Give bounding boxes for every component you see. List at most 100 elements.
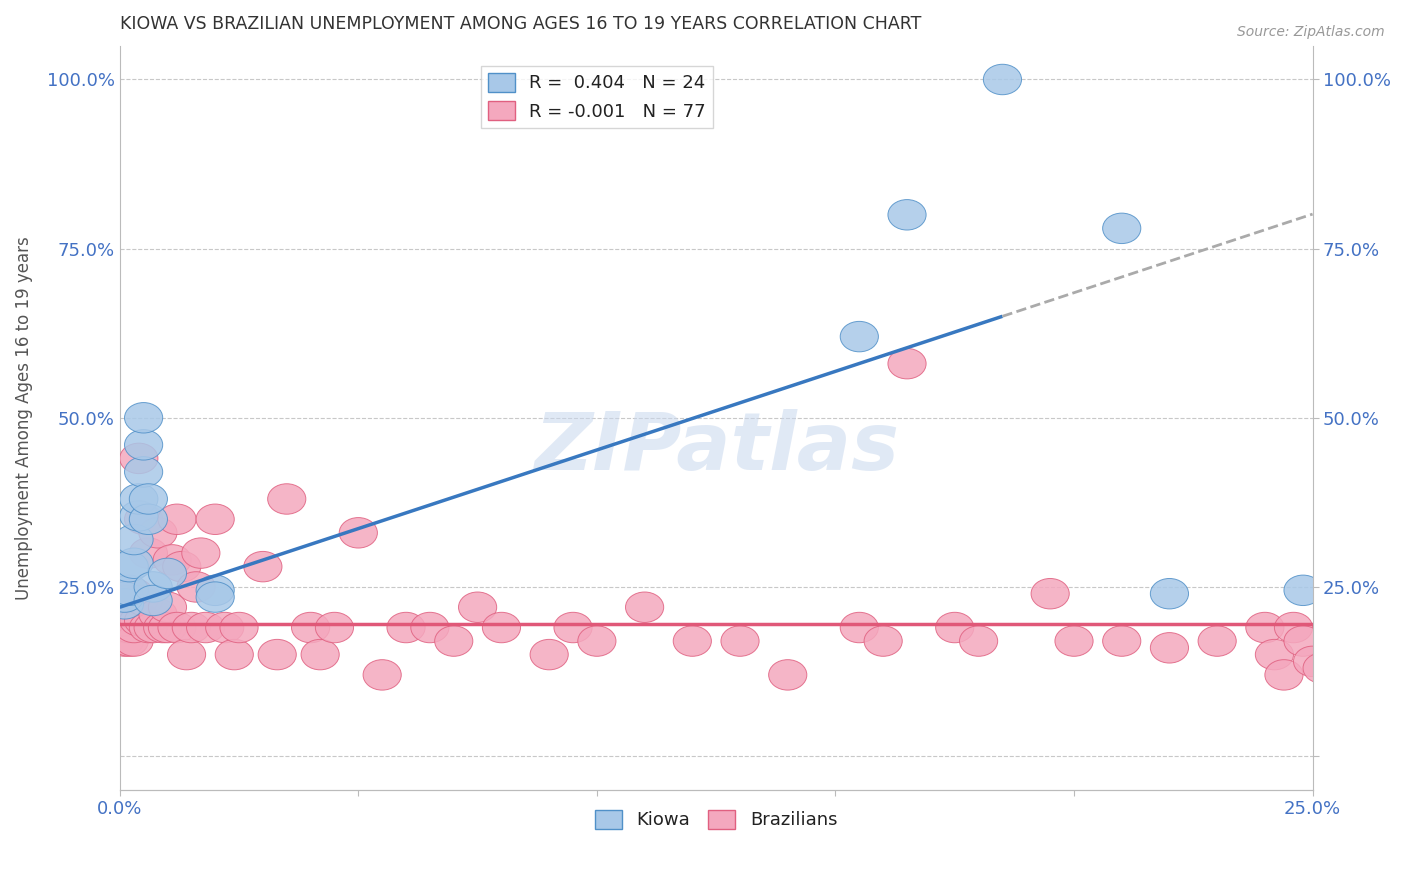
Ellipse shape xyxy=(157,612,195,643)
Ellipse shape xyxy=(110,599,149,629)
Text: KIOWA VS BRAZILIAN UNEMPLOYMENT AMONG AGES 16 TO 19 YEARS CORRELATION CHART: KIOWA VS BRAZILIAN UNEMPLOYMENT AMONG AG… xyxy=(120,15,921,33)
Ellipse shape xyxy=(167,640,205,670)
Ellipse shape xyxy=(1246,612,1284,643)
Ellipse shape xyxy=(769,660,807,690)
Ellipse shape xyxy=(530,640,568,670)
Ellipse shape xyxy=(120,443,157,474)
Ellipse shape xyxy=(105,612,143,643)
Ellipse shape xyxy=(1031,579,1069,609)
Ellipse shape xyxy=(1274,612,1313,643)
Ellipse shape xyxy=(129,483,167,514)
Ellipse shape xyxy=(983,64,1022,95)
Ellipse shape xyxy=(157,504,195,534)
Ellipse shape xyxy=(554,612,592,643)
Ellipse shape xyxy=(125,430,163,460)
Ellipse shape xyxy=(129,504,167,534)
Ellipse shape xyxy=(110,626,149,657)
Ellipse shape xyxy=(1303,653,1341,683)
Ellipse shape xyxy=(105,606,143,636)
Y-axis label: Unemployment Among Ages 16 to 19 years: Unemployment Among Ages 16 to 19 years xyxy=(15,235,32,599)
Ellipse shape xyxy=(243,551,283,582)
Ellipse shape xyxy=(110,575,149,606)
Ellipse shape xyxy=(149,558,187,589)
Ellipse shape xyxy=(841,321,879,351)
Ellipse shape xyxy=(889,200,927,230)
Ellipse shape xyxy=(115,548,153,579)
Ellipse shape xyxy=(267,483,307,514)
Ellipse shape xyxy=(1294,646,1331,677)
Ellipse shape xyxy=(1284,575,1322,606)
Ellipse shape xyxy=(177,572,215,602)
Ellipse shape xyxy=(626,592,664,623)
Ellipse shape xyxy=(205,612,243,643)
Ellipse shape xyxy=(195,575,235,606)
Ellipse shape xyxy=(1150,632,1188,663)
Ellipse shape xyxy=(105,589,143,619)
Ellipse shape xyxy=(105,626,143,657)
Ellipse shape xyxy=(110,612,149,643)
Ellipse shape xyxy=(120,585,157,615)
Ellipse shape xyxy=(129,538,167,568)
Ellipse shape xyxy=(1265,660,1303,690)
Ellipse shape xyxy=(149,612,187,643)
Ellipse shape xyxy=(105,582,143,612)
Text: Source: ZipAtlas.com: Source: ZipAtlas.com xyxy=(1237,25,1385,39)
Ellipse shape xyxy=(125,585,163,615)
Ellipse shape xyxy=(105,599,143,629)
Ellipse shape xyxy=(125,504,163,534)
Ellipse shape xyxy=(163,551,201,582)
Ellipse shape xyxy=(110,551,149,582)
Ellipse shape xyxy=(841,612,879,643)
Ellipse shape xyxy=(139,517,177,548)
Ellipse shape xyxy=(1150,579,1188,609)
Ellipse shape xyxy=(115,599,153,629)
Ellipse shape xyxy=(110,585,149,615)
Ellipse shape xyxy=(219,612,259,643)
Ellipse shape xyxy=(578,626,616,657)
Ellipse shape xyxy=(1054,626,1092,657)
Ellipse shape xyxy=(458,592,496,623)
Ellipse shape xyxy=(291,612,329,643)
Ellipse shape xyxy=(125,402,163,433)
Ellipse shape xyxy=(1102,213,1140,244)
Ellipse shape xyxy=(673,626,711,657)
Ellipse shape xyxy=(935,612,974,643)
Ellipse shape xyxy=(187,612,225,643)
Ellipse shape xyxy=(120,500,157,531)
Ellipse shape xyxy=(387,612,425,643)
Ellipse shape xyxy=(115,524,153,555)
Ellipse shape xyxy=(115,612,153,643)
Ellipse shape xyxy=(115,579,153,609)
Ellipse shape xyxy=(482,612,520,643)
Ellipse shape xyxy=(195,504,235,534)
Ellipse shape xyxy=(865,626,903,657)
Text: ZIPatlas: ZIPatlas xyxy=(534,409,898,486)
Ellipse shape xyxy=(143,612,181,643)
Ellipse shape xyxy=(172,612,211,643)
Ellipse shape xyxy=(363,660,401,690)
Ellipse shape xyxy=(115,626,153,657)
Ellipse shape xyxy=(125,457,163,487)
Ellipse shape xyxy=(181,538,219,568)
Ellipse shape xyxy=(125,606,163,636)
Ellipse shape xyxy=(134,612,172,643)
Ellipse shape xyxy=(259,640,297,670)
Ellipse shape xyxy=(1256,640,1294,670)
Ellipse shape xyxy=(1102,626,1140,657)
Ellipse shape xyxy=(315,612,353,643)
Ellipse shape xyxy=(1284,626,1322,657)
Ellipse shape xyxy=(1198,626,1236,657)
Ellipse shape xyxy=(149,592,187,623)
Ellipse shape xyxy=(959,626,998,657)
Ellipse shape xyxy=(120,606,157,636)
Ellipse shape xyxy=(339,517,377,548)
Ellipse shape xyxy=(434,626,472,657)
Ellipse shape xyxy=(129,612,167,643)
Ellipse shape xyxy=(411,612,449,643)
Ellipse shape xyxy=(153,545,191,575)
Ellipse shape xyxy=(134,572,172,602)
Legend: Kiowa, Brazilians: Kiowa, Brazilians xyxy=(588,803,845,837)
Ellipse shape xyxy=(721,626,759,657)
Ellipse shape xyxy=(139,599,177,629)
Ellipse shape xyxy=(134,585,172,615)
